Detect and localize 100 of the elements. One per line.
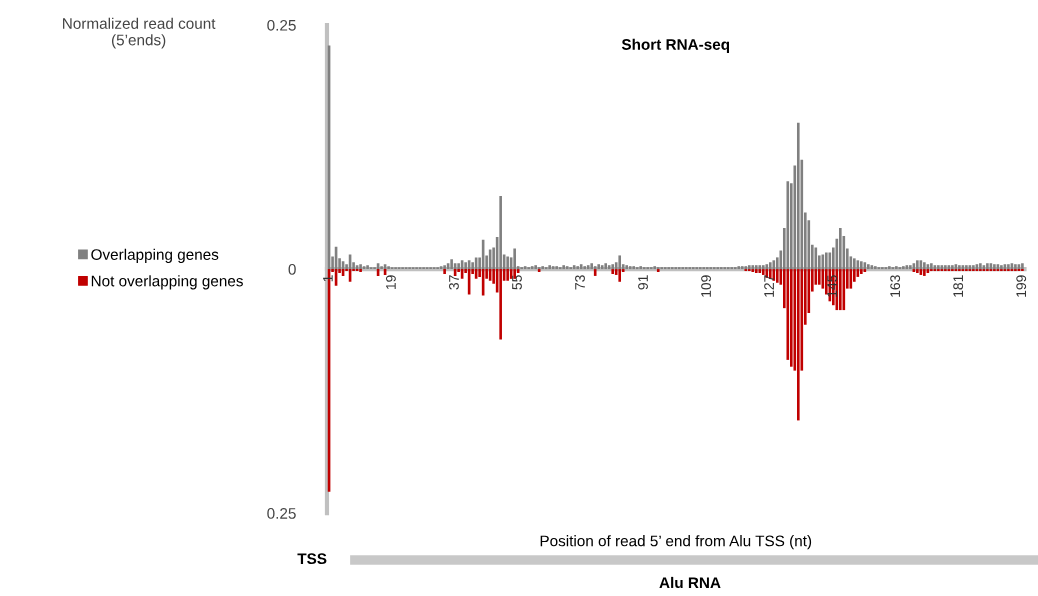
bar [625,265,629,270]
bar [593,269,597,276]
bar [775,269,779,283]
bar [450,259,453,270]
bar [867,264,870,270]
bar [586,265,590,270]
bar [828,252,832,270]
x-tick-label: 109 [701,275,711,297]
bar [958,265,961,270]
x-tick-label: 1 [323,275,333,282]
x-tick-label: 91 [638,275,648,290]
bar [821,254,825,270]
bar [534,265,537,270]
x-tick-label: 145 [827,275,838,297]
bar [789,269,793,367]
y-tick-label: 0.25 [267,19,296,31]
bar [618,269,622,282]
x-tick-label: 55 [512,275,522,290]
bar [979,263,982,270]
bar [768,262,772,270]
bar [443,265,446,270]
bar [576,266,579,270]
bar [513,248,516,270]
bar [1000,265,1003,270]
bar [993,264,996,270]
bar [572,265,576,270]
text: Alu RNA [659,576,721,589]
bar [761,265,765,270]
bar [541,266,544,270]
bar [737,266,741,270]
bar [1007,264,1010,270]
x-tick-label: 181 [953,275,964,297]
legend-label: Overlapping genes [91,248,219,263]
bar [874,266,877,270]
y-axis-title: Normalized read count (5’ends) [63,17,216,49]
bar [839,269,842,311]
bar [888,266,891,270]
y-tick-label: 0.25 [267,508,296,519]
bar [825,252,828,270]
bar [747,265,751,270]
bar [628,266,632,270]
bar [506,256,509,270]
bar [754,265,758,270]
bar [796,122,800,270]
bar [1021,263,1024,270]
bar [923,262,926,270]
text: TSS [297,553,327,565]
bar [772,269,776,281]
bar [796,269,800,421]
x-axis-title: Position of read 5’ end from Alu TSS (nt) [540,535,812,550]
bar [937,265,940,270]
bar [366,265,369,270]
bar [457,263,460,270]
bar [902,266,905,270]
bar [443,269,446,274]
bar [506,269,509,281]
bar [909,265,912,270]
bar [772,260,776,270]
bar [604,263,608,270]
bar [359,269,362,273]
bar [916,260,919,270]
bar [839,228,842,270]
bar [895,266,898,270]
bar [944,265,947,270]
bar [387,266,390,270]
bar [751,269,755,273]
bar [853,258,856,270]
bar [611,269,615,274]
bar [751,265,755,270]
bar [923,269,926,276]
bar [786,181,790,270]
bar [765,264,769,270]
bar [579,264,583,270]
bar [380,266,383,270]
bar [611,264,615,270]
text: Short RNA-seq [621,38,730,53]
bar [814,247,818,270]
x-tick-label: 199 [1016,275,1027,297]
bar [930,263,933,270]
bar [583,266,587,270]
bar [758,265,762,270]
x-tick-label: 163 [890,275,901,297]
bar [860,261,863,270]
bar [590,263,594,270]
bar [562,265,565,270]
bar [555,266,558,270]
bar [618,255,622,270]
legend-label: Not overlapping genes [91,275,243,290]
bar [740,266,744,270]
bar [986,263,989,270]
bar [972,265,975,270]
bar [1014,264,1017,270]
x-tick-label: 73 [575,275,585,290]
bar [600,265,604,270]
bar [758,269,762,273]
bar [916,269,919,273]
bar [548,265,551,270]
bar [754,269,758,273]
bar [607,265,611,270]
y-tick-label: 0 [288,263,296,275]
